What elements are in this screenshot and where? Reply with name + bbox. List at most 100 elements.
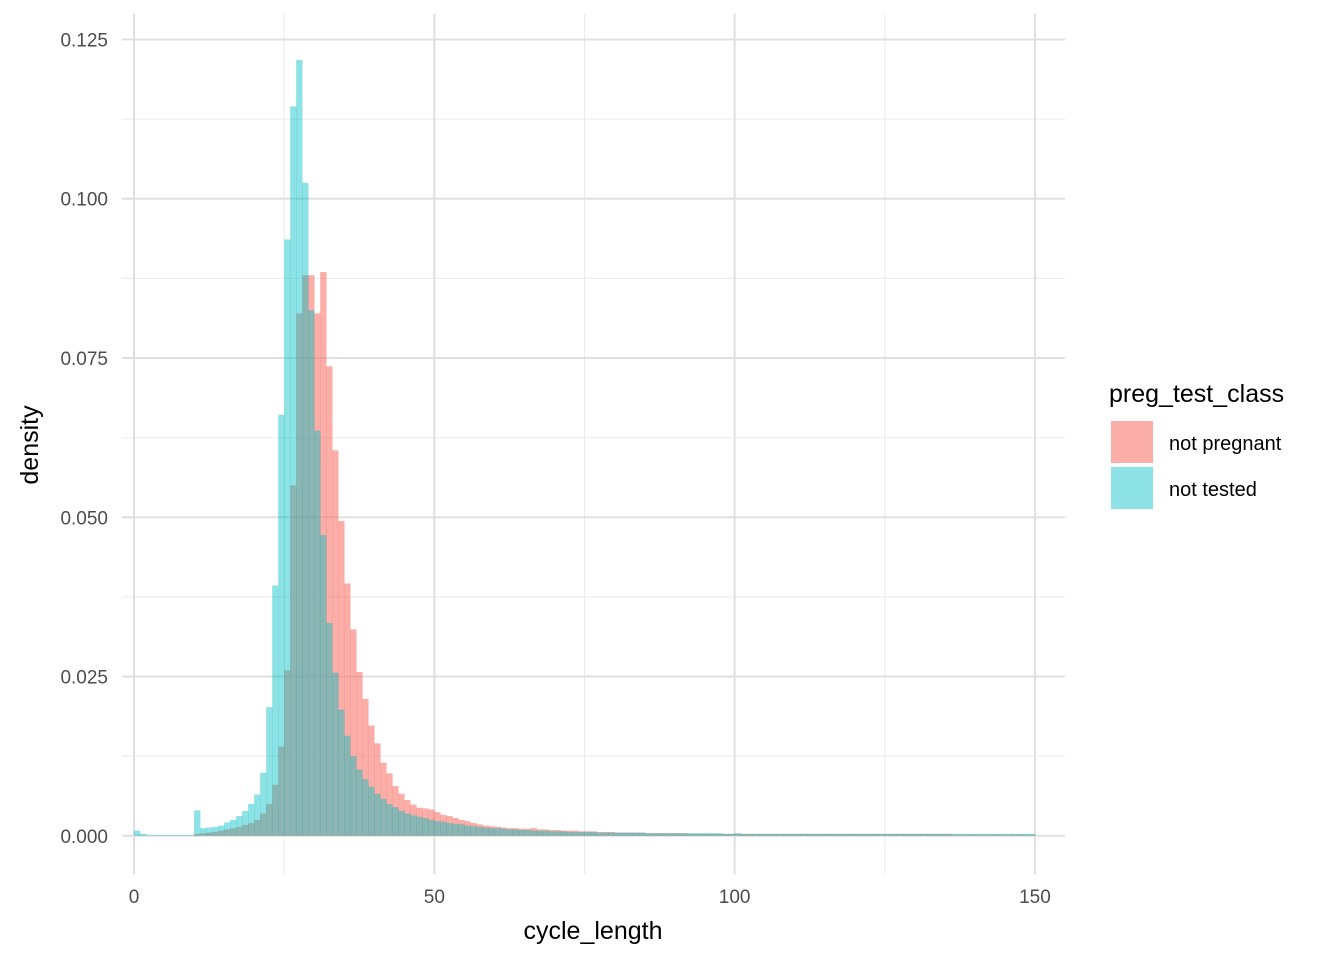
bar-not-tested: [194, 810, 201, 836]
bar-not-tested: [158, 835, 165, 836]
bar-not-tested: [230, 819, 237, 836]
bar-not-tested: [764, 833, 771, 836]
bar-not-tested: [632, 832, 639, 836]
bar-not-pregnant: [776, 833, 783, 836]
y-tick-label: 0.050: [60, 508, 108, 529]
bar-not-tested: [188, 835, 195, 836]
bar-not-pregnant: [848, 833, 856, 836]
bar-not-pregnant: [932, 833, 940, 836]
bar-not-pregnant: [722, 833, 729, 836]
bar-not-tested: [476, 826, 483, 836]
bar-not-pregnant: [374, 743, 381, 836]
bar-not-tested: [962, 833, 970, 836]
histogram-bars: [134, 59, 1036, 836]
bar-not-pregnant: [644, 833, 651, 836]
bar-not-tested: [986, 833, 994, 836]
bar-not-tested: [164, 835, 171, 836]
bar-not-tested: [392, 807, 399, 836]
bar-not-tested: [266, 707, 273, 836]
bar-not-pregnant: [284, 670, 291, 836]
x-tick-label: 0: [129, 887, 140, 908]
bar-not-tested: [1016, 833, 1024, 836]
bar-not-tested: [740, 833, 747, 836]
bar-not-pregnant: [272, 784, 279, 836]
bar-not-pregnant: [290, 485, 297, 836]
bar-not-pregnant: [524, 828, 531, 836]
bar-not-tested: [434, 821, 441, 836]
bar-not-tested: [398, 810, 405, 836]
bar-not-tested: [530, 830, 537, 836]
bar-not-pregnant: [830, 833, 838, 836]
bar-not-pregnant: [356, 672, 363, 836]
bar-not-tested: [338, 709, 345, 836]
bar-not-tested: [452, 823, 459, 836]
bar-not-pregnant: [464, 821, 471, 836]
bar-not-tested: [884, 833, 892, 836]
bar-not-tested: [410, 815, 417, 836]
bar-not-tested: [332, 672, 339, 836]
bar-not-tested: [668, 833, 675, 836]
bar-not-pregnant: [740, 833, 747, 836]
bar-not-pregnant: [938, 833, 946, 836]
bar-not-tested: [572, 831, 579, 836]
bar-not-pregnant: [998, 834, 1006, 836]
bar-not-tested: [494, 828, 501, 836]
bar-not-pregnant: [872, 833, 880, 836]
bar-not-tested: [836, 833, 844, 836]
bar-not-pregnant: [662, 833, 669, 836]
bar-not-pregnant: [698, 833, 705, 836]
bar-not-tested: [176, 835, 183, 836]
bar-not-tested: [896, 833, 904, 836]
bar-not-pregnant: [200, 833, 207, 836]
bar-not-tested: [308, 310, 315, 836]
bar-not-tested: [746, 833, 753, 836]
x-tick-label: 50: [424, 887, 445, 908]
grid-major: [122, 14, 1065, 874]
bar-not-pregnant: [788, 833, 796, 836]
bar-not-tested: [224, 822, 231, 836]
bar-not-pregnant: [236, 826, 243, 836]
bar-not-pregnant: [710, 833, 717, 836]
bar-not-pregnant: [746, 833, 753, 836]
legend-label-not-tested: not tested: [1169, 479, 1257, 501]
y-tick-label: 0.125: [60, 30, 108, 51]
bar-not-tested: [284, 239, 291, 836]
bar-not-pregnant: [392, 786, 399, 836]
bar-not-tested: [920, 833, 928, 836]
bar-not-tested: [422, 817, 429, 836]
bar-not-tested: [146, 835, 153, 836]
bar-not-tested: [692, 833, 699, 836]
bar-not-tested: [812, 833, 820, 836]
bar-not-pregnant: [260, 813, 267, 836]
bar-not-tested: [404, 813, 411, 836]
bar-not-tested: [296, 59, 303, 836]
series-not-pregnant: [194, 272, 1036, 836]
bar-not-tested: [584, 831, 591, 836]
bar-not-pregnant: [494, 826, 501, 836]
bar-not-pregnant: [398, 793, 405, 836]
bar-not-pregnant: [506, 828, 513, 836]
bar-not-pregnant: [566, 830, 573, 836]
bar-not-tested: [236, 816, 243, 836]
bar-not-pregnant: [440, 814, 447, 836]
bar-not-pregnant: [224, 829, 231, 836]
bar-not-tested: [776, 833, 783, 836]
bar-not-tested: [728, 833, 735, 836]
bar-not-pregnant: [782, 833, 790, 836]
bar-not-tested: [596, 832, 603, 836]
bar-not-pregnant: [836, 833, 844, 836]
bar-not-pregnant: [296, 313, 303, 836]
bar-not-pregnant: [614, 832, 621, 836]
bar-not-pregnant: [212, 831, 219, 836]
bar-not-pregnant: [902, 833, 910, 836]
bar-not-pregnant: [986, 834, 994, 836]
bar-not-pregnant: [608, 831, 615, 836]
bar-not-tested: [644, 833, 651, 836]
bar-not-pregnant: [1004, 834, 1012, 836]
bar-not-tested: [992, 833, 1000, 836]
bar-not-pregnant: [314, 313, 321, 836]
bar-not-pregnant: [482, 825, 489, 836]
bar-not-tested: [374, 793, 381, 836]
bar-not-pregnant: [716, 833, 723, 836]
